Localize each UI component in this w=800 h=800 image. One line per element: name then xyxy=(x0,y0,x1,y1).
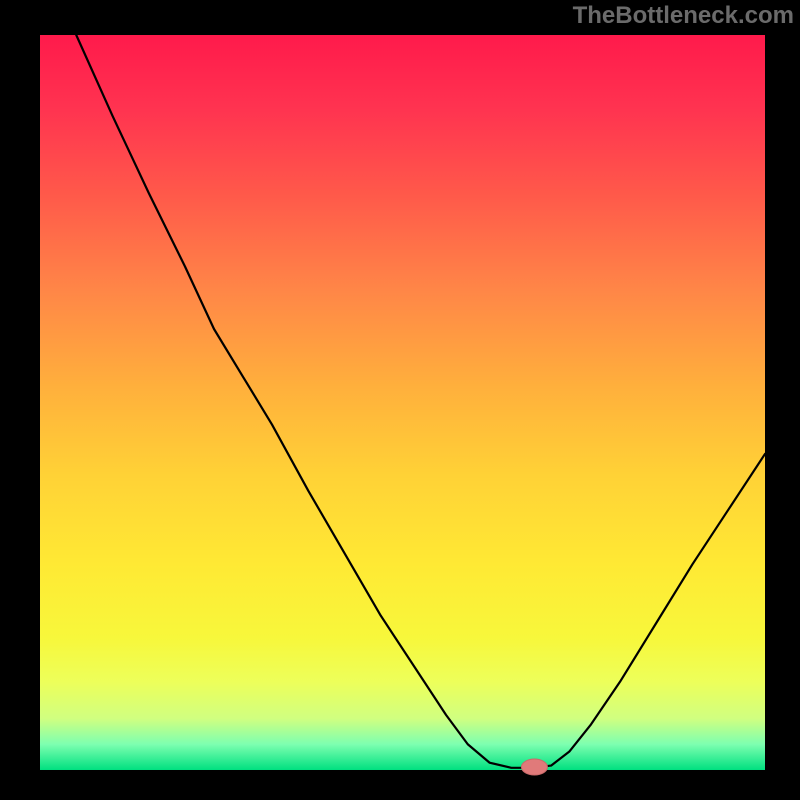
chart-container: TheBottleneck.com xyxy=(0,0,800,800)
bottleneck-curve-chart xyxy=(0,0,800,800)
plot-background-gradient xyxy=(40,35,765,770)
watermark-text: TheBottleneck.com xyxy=(573,2,794,30)
optimal-point-marker xyxy=(521,759,547,775)
